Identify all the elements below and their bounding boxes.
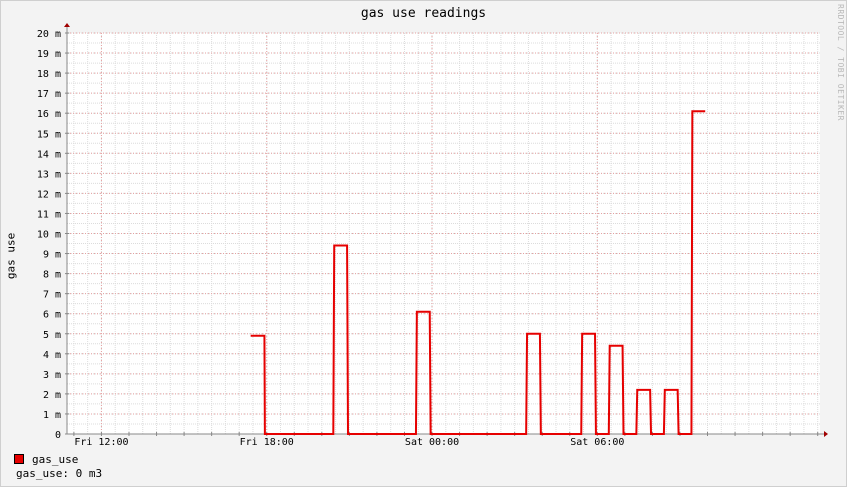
y-tick-label: 2 m (43, 390, 61, 401)
y-tick-label: 1 m (43, 410, 61, 421)
y-tick-label: 8 m (43, 270, 61, 281)
x-tick-label: Fri 18:00 (240, 437, 294, 448)
grid (67, 32, 820, 435)
y-tick-label: 10 m (37, 230, 61, 241)
legend-label: gas_use (32, 452, 79, 466)
rrdtool-watermark: RRDTOOL / TOBI OETIKER (836, 4, 845, 121)
y-axis-arrow (64, 23, 70, 27)
y-tick-labels: 0 1 m 2 m 3 m 4 m 5 m 6 m 7 m 8 m 9 m 10 m 11 m 12 m… (37, 29, 61, 441)
y-tick-label: 17 m (37, 89, 61, 100)
y-tick-label: 18 m (37, 69, 61, 80)
y-tick-label: 11 m (37, 209, 61, 220)
y-tick-label: 16 m (37, 109, 61, 120)
y-tick-label: 15 m (37, 129, 61, 140)
y-tick-label: 3 m (43, 370, 61, 381)
x-tick-label: Fri 12:00 (74, 437, 128, 448)
x-tick-labels: Fri 12:00 Fri 18:00 Sat 00:00 Sat 06:00 (74, 437, 624, 448)
x-axis-arrow (824, 431, 828, 437)
x-tick-label: Sat 06:00 (570, 437, 624, 448)
y-tick-label: 19 m (37, 49, 61, 60)
y-tick-label: 13 m (37, 169, 61, 180)
y-tick-label: 5 m (43, 330, 61, 341)
y-tick-label: 9 m (43, 250, 61, 261)
y-tick-label: 0 (55, 430, 61, 441)
legend-stat: gas_use: 0 m3 (16, 467, 103, 480)
y-tick-label: 7 m (43, 290, 61, 301)
y-tick-label: 4 m (43, 350, 61, 361)
x-tick-label: Sat 00:00 (405, 437, 459, 448)
legend-item-gas-use: gas_use (14, 452, 102, 466)
series-layer (250, 110, 706, 435)
y-tick-label: 14 m (37, 149, 61, 160)
legend: gas_use gas_use: 0 m3 (14, 452, 102, 480)
chart-title: gas use readings (360, 6, 487, 21)
y-tick-label: 20 m (37, 29, 61, 40)
legend-swatch (14, 454, 24, 464)
series-line-gas-use (250, 110, 706, 435)
y-tick-label: 6 m (43, 310, 61, 321)
y-tick-label: 12 m (37, 189, 61, 200)
